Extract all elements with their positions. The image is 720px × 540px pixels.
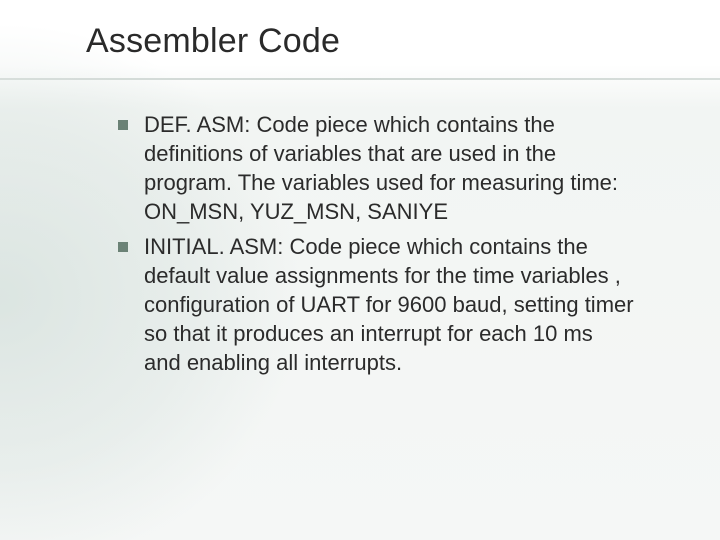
list-item-text: INITIAL. ASM: Code piece which contains … [144,232,634,377]
slide-title: Assembler Code [86,22,340,61]
divider-rule [0,78,720,80]
list-item: INITIAL. ASM: Code piece which contains … [118,232,634,377]
square-bullet-icon [118,120,128,130]
slide-content: DEF. ASM: Code piece which contains the … [118,110,634,383]
square-bullet-icon [118,242,128,252]
slide: Assembler Code DEF. ASM: Code piece whic… [0,0,720,540]
list-item-text: DEF. ASM: Code piece which contains the … [144,110,634,226]
list-item: DEF. ASM: Code piece which contains the … [118,110,634,226]
